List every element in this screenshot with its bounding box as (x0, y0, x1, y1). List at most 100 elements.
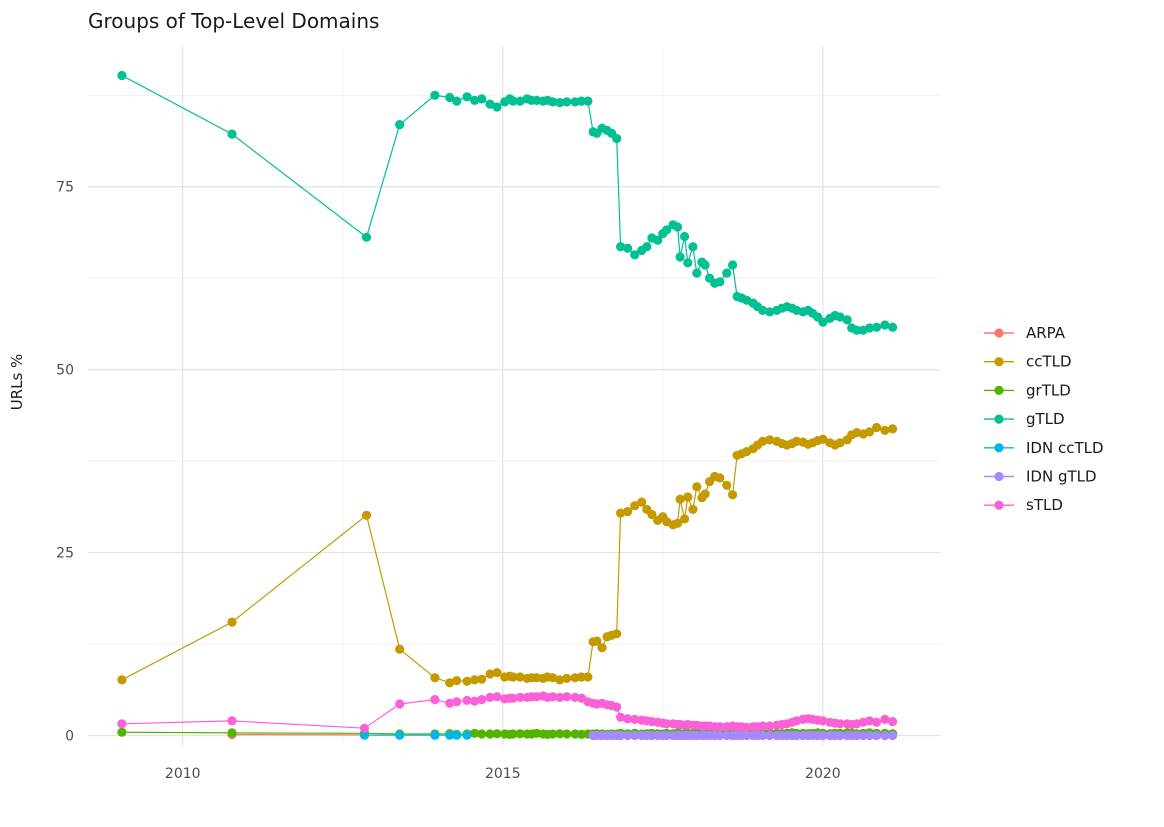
data-point (742, 730, 752, 741)
data-point (722, 480, 732, 490)
data-point (548, 673, 558, 683)
data-point (888, 322, 898, 332)
data-point (477, 94, 487, 104)
data-point (477, 674, 487, 684)
data-point (548, 97, 558, 107)
legend-key-point (994, 500, 1004, 510)
legend-key-point (994, 328, 1004, 338)
data-point (818, 434, 828, 444)
data-point (548, 692, 558, 702)
data-point (359, 723, 370, 733)
series-idn-gtld (588, 730, 898, 741)
data-point (117, 70, 127, 81)
legend: ARPA ccTLD grTLD gTLD IDN ccTLD IDN gTLD sTLD (984, 324, 1104, 514)
data-point (880, 714, 890, 725)
data-point (728, 490, 738, 500)
data-point (715, 722, 725, 732)
data-point (835, 438, 845, 448)
data-point (880, 425, 890, 435)
data-point (361, 232, 372, 242)
data-point (728, 260, 738, 270)
data-point (888, 730, 898, 741)
data-point (462, 92, 472, 102)
data-point (818, 716, 828, 726)
data-point (700, 489, 710, 499)
data-point (555, 692, 565, 703)
data-point (630, 501, 640, 511)
y-tick-label: 75 (56, 180, 74, 196)
data-point (445, 698, 455, 708)
data-point (485, 669, 495, 679)
y-tick-label: 0 (65, 728, 74, 744)
x-tick-label: 2015 (485, 766, 521, 782)
x-tick-label: 2020 (805, 766, 841, 782)
data-point (616, 508, 626, 518)
data-point (647, 509, 657, 520)
data-point (758, 436, 768, 446)
data-point (662, 225, 672, 235)
series-gtld (117, 70, 898, 335)
legend-label: grTLD (1026, 381, 1071, 399)
data-point (227, 728, 237, 738)
y-axis-title: URLs % (8, 354, 26, 411)
data-point (835, 719, 845, 729)
data-point (865, 427, 875, 437)
legend-key-point (994, 357, 1004, 367)
series-cctld (117, 422, 898, 688)
chart-title: Groups of Top-Level Domains (88, 9, 379, 33)
data-point (485, 692, 495, 703)
data-point (662, 730, 672, 741)
data-point (477, 695, 487, 705)
data-point (555, 98, 565, 108)
data-point (662, 719, 672, 729)
legend-label: ARPA (1026, 324, 1066, 342)
data-point (680, 231, 690, 242)
data-point (818, 317, 828, 327)
legend-item-stld: sTLD (984, 496, 1063, 514)
data-point (359, 730, 370, 740)
data-point (508, 729, 518, 739)
legend-item-idn-gtld: IDN gTLD (984, 468, 1097, 486)
data-point (612, 133, 622, 144)
data-point (445, 730, 455, 740)
legend-item-idn-cctld: IDN ccTLD (984, 439, 1104, 457)
legend-label: gTLD (1026, 410, 1065, 428)
data-point (616, 712, 626, 722)
data-point (880, 320, 890, 330)
data-point (227, 716, 237, 726)
data-point (597, 643, 607, 653)
data-point (395, 730, 405, 740)
data-point (470, 728, 480, 738)
data-point (477, 729, 487, 739)
series-stld (117, 691, 898, 733)
data-point (872, 422, 882, 433)
data-point (562, 729, 572, 739)
data-point (715, 730, 725, 741)
data-point (722, 268, 732, 278)
data-point (562, 692, 572, 702)
legend-item-arpa: ARPA (984, 324, 1066, 342)
data-point (872, 717, 882, 727)
data-point (630, 250, 640, 260)
data-point (445, 678, 455, 688)
data-point (452, 96, 462, 106)
data-point (765, 730, 775, 741)
data-point (452, 730, 462, 740)
data-point (612, 629, 622, 639)
data-point (117, 719, 127, 729)
data-point (688, 504, 698, 514)
data-point (688, 242, 698, 252)
data-point (616, 242, 626, 252)
data-point (430, 730, 440, 740)
legend-item-gtld: gTLD (984, 410, 1065, 428)
data-point (508, 693, 518, 703)
data-point (623, 507, 633, 517)
data-point (430, 90, 440, 100)
data-point (616, 730, 626, 741)
data-point (548, 729, 558, 739)
data-point (630, 714, 640, 725)
data-point (692, 268, 702, 278)
data-point (515, 672, 525, 682)
